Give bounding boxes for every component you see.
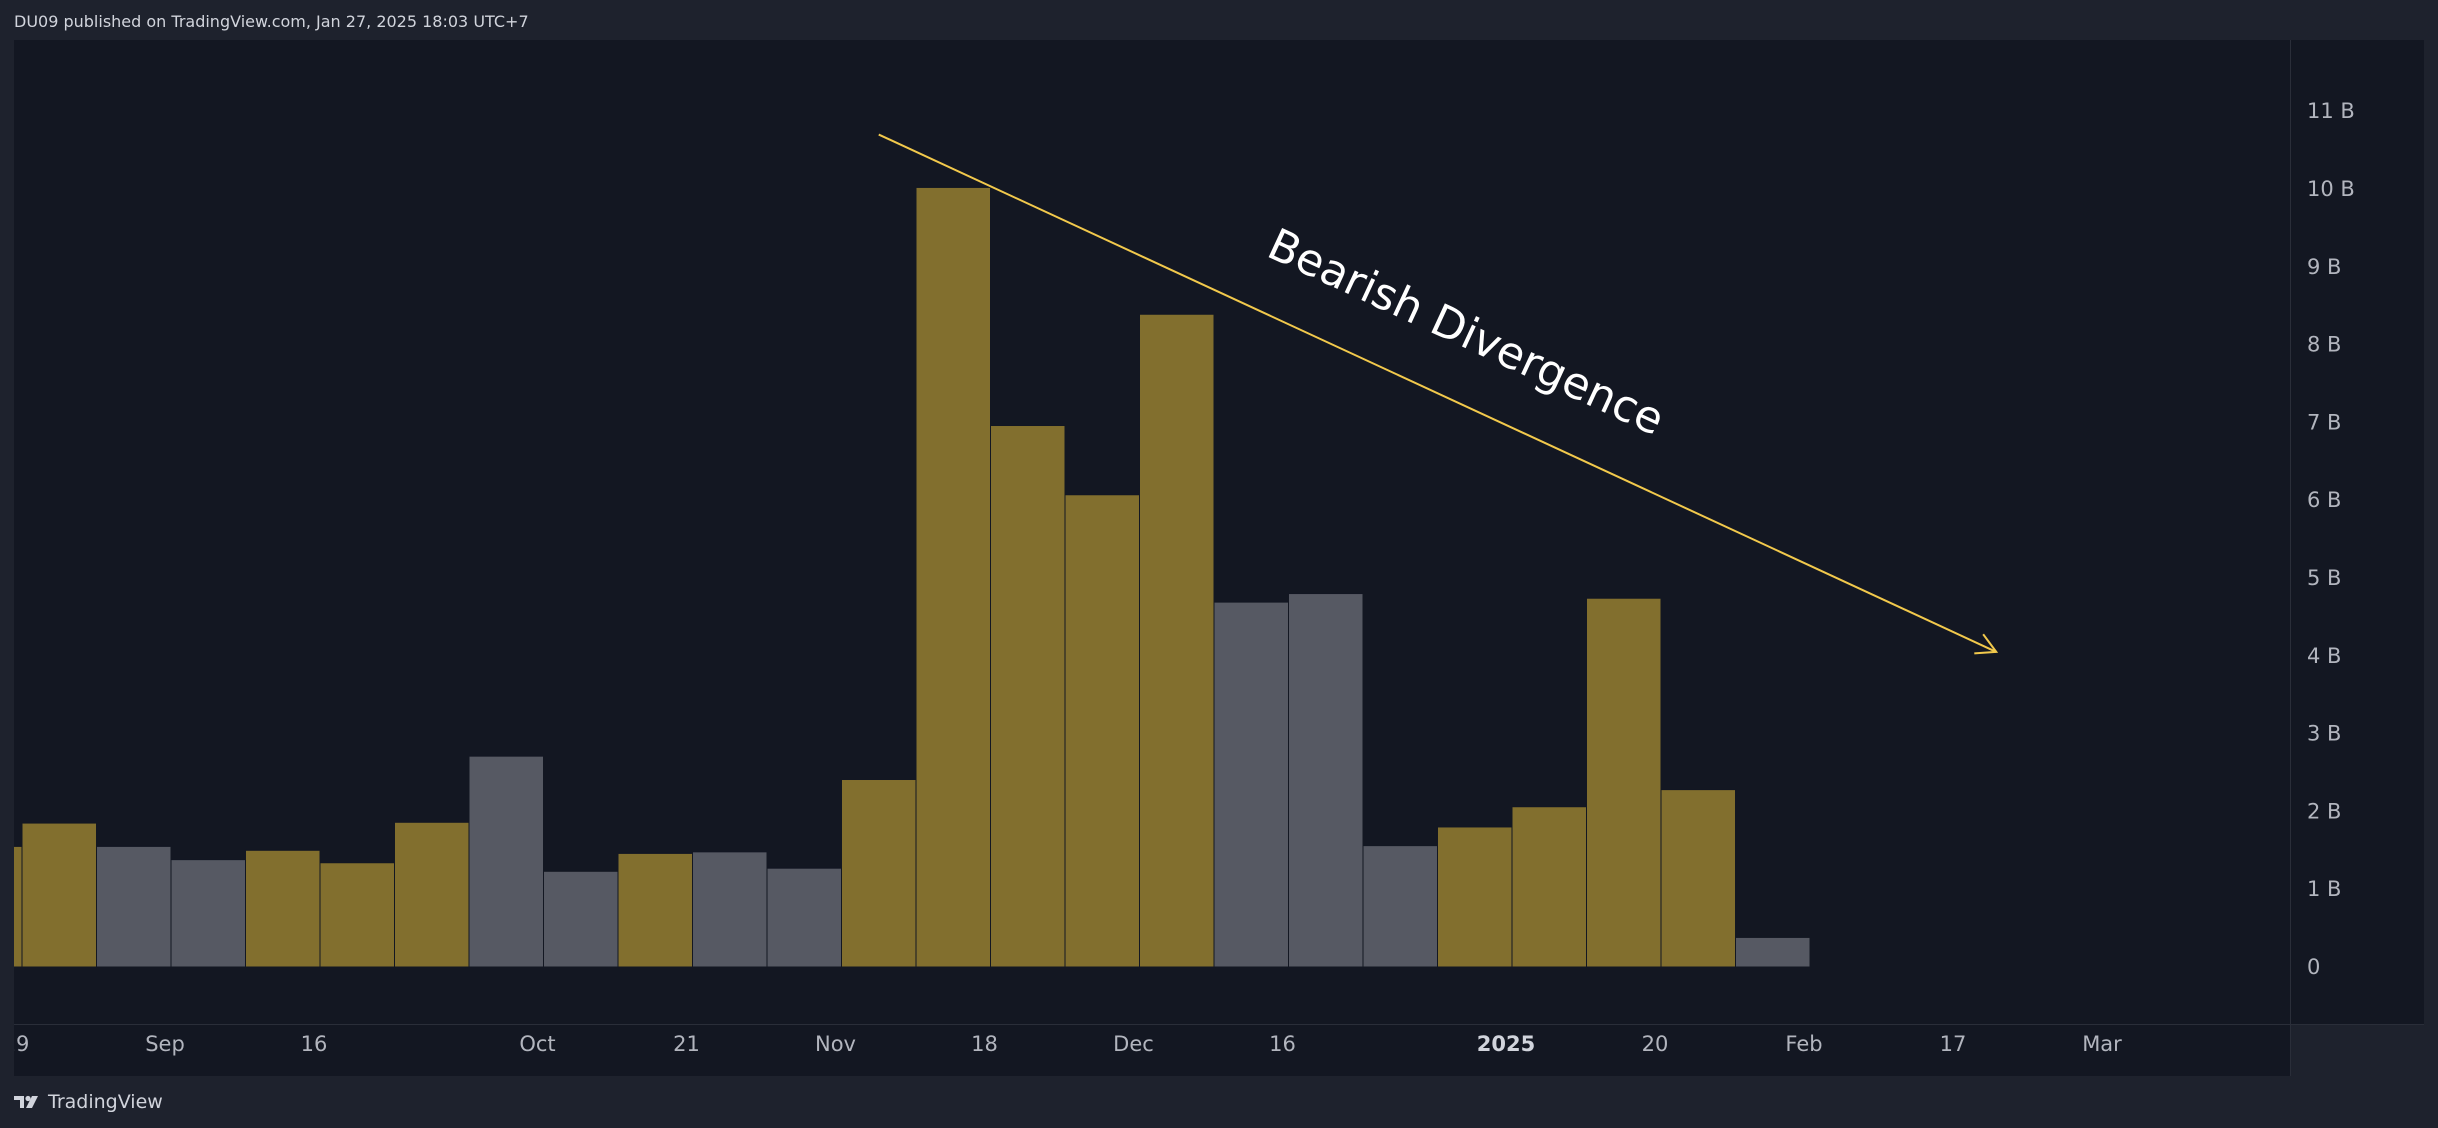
volume-bar <box>1288 593 1364 968</box>
tradingview-logo-icon <box>14 1094 40 1110</box>
x-tick-label: Nov <box>815 1032 856 1056</box>
x-tick-label: Sep <box>145 1032 185 1056</box>
x-tick-label: Dec <box>1113 1032 1154 1056</box>
volume-bar <box>394 821 470 968</box>
time-scale <box>14 1025 2290 1076</box>
y-tick-label: 9 B <box>2307 255 2341 279</box>
x-tick-label: Mar <box>2082 1032 2122 1056</box>
volume-bar <box>543 870 619 968</box>
arrow-head <box>1974 633 1999 655</box>
volume-bar <box>1213 601 1289 968</box>
volume-bar <box>319 862 395 968</box>
volume-bar <box>841 779 917 968</box>
volume-bar <box>21 822 97 968</box>
x-tick-label: 18 <box>971 1032 998 1056</box>
y-tick-label: 3 B <box>2307 722 2341 746</box>
volume-bar <box>990 425 1066 968</box>
x-tick-label: Oct <box>519 1032 555 1056</box>
volume-bar <box>1735 936 1811 968</box>
x-tick-label: Feb <box>1785 1032 1822 1056</box>
y-tick-label: 11 B <box>2307 99 2355 123</box>
volume-bar <box>1064 494 1140 968</box>
volume-bar <box>1139 313 1215 968</box>
x-tick-label: 19 <box>14 1032 29 1056</box>
volume-bar <box>245 849 321 968</box>
volume-bar <box>1511 806 1587 968</box>
x-tick-label: 2025 <box>1477 1032 1535 1056</box>
y-tick-label: 0 <box>2307 955 2320 979</box>
publisher-caption: DU09 published on TradingView.com, Jan 2… <box>14 12 529 31</box>
brand-label: TradingView <box>48 1091 163 1113</box>
chart-panel[interactable]: 0 1 B 2 B 3 B 4 B 5 B 6 B 7 B 8 B 9 B 10 B 11 B 19 Se… <box>14 40 2424 1076</box>
y-tick-label: 5 B <box>2307 566 2341 590</box>
volume-bar <box>1437 826 1513 968</box>
volume-bar <box>1586 597 1662 968</box>
footer-brand[interactable]: TradingView <box>14 1091 163 1113</box>
y-tick-label: 8 B <box>2307 333 2341 357</box>
y-tick-label: 7 B <box>2307 410 2341 434</box>
bars-group <box>14 186 1811 968</box>
x-tick-label: 16 <box>301 1032 328 1056</box>
y-tick-label: 2 B <box>2307 799 2341 823</box>
y-tick-label: 6 B <box>2307 488 2341 512</box>
volume-bar <box>692 851 768 968</box>
x-tick-label: 16 <box>1269 1032 1296 1056</box>
x-tick-label: 17 <box>1940 1032 1967 1056</box>
volume-bar <box>96 845 172 968</box>
volume-chart: 0 1 B 2 B 3 B 4 B 5 B 6 B 7 B 8 B 9 B 10 B 11 B 19 Se… <box>14 40 2424 1076</box>
volume-bar <box>170 859 246 968</box>
y-tick-label: 10 B <box>2307 177 2355 201</box>
volume-bar <box>1362 845 1438 968</box>
volume-bar <box>617 852 693 968</box>
y-tick-label: 1 B <box>2307 877 2341 901</box>
volume-bar <box>14 845 23 968</box>
volume-bar <box>766 867 842 968</box>
x-tick-label: 20 <box>1642 1032 1669 1056</box>
volume-bar <box>468 755 544 968</box>
y-tick-label: 4 B <box>2307 644 2341 668</box>
price-scale <box>2291 40 2424 1024</box>
volume-bar <box>1660 789 1736 968</box>
volume-bar <box>915 186 991 968</box>
x-tick-label: 21 <box>673 1032 700 1056</box>
trend-arrow-line <box>878 133 1997 653</box>
